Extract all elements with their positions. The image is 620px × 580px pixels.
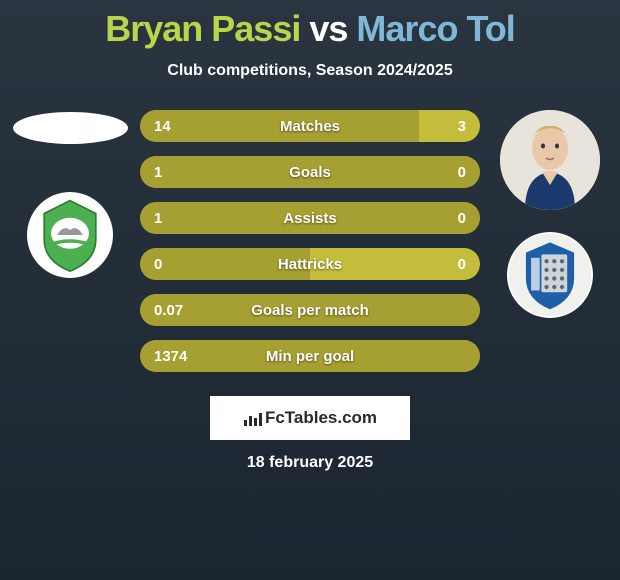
- left-column: [10, 110, 130, 386]
- stat-row: 1 0 Assists: [140, 202, 480, 234]
- watermark-text: FcTables.com: [265, 408, 377, 427]
- stat-row: 14 3 Matches: [140, 110, 480, 142]
- stat-value-left: 1: [154, 164, 162, 181]
- date: 18 february 2025: [0, 454, 620, 472]
- player2-name: Marco Tol: [356, 8, 514, 49]
- stat-label: Assists: [283, 210, 336, 227]
- stat-row: 1374 Min per goal: [140, 340, 480, 372]
- player2-club-badge: [507, 232, 593, 318]
- watermark: FcTables.com: [210, 396, 410, 440]
- player1-club-badge: [27, 192, 113, 278]
- stat-value-left: 0: [154, 256, 162, 273]
- stat-value-right: 3: [458, 118, 466, 135]
- stat-value-left: 1: [154, 210, 162, 227]
- stat-row: 0 0 Hattricks: [140, 248, 480, 280]
- stat-value-left: 0.07: [154, 302, 183, 319]
- stats-bars: 14 3 Matches 1 0 Goals 1 0 Assists 0 0 Hattricks 0.0…: [130, 110, 490, 386]
- stat-row: 1 0 Goals: [140, 156, 480, 188]
- subtitle: Club competitions, Season 2024/2025: [0, 62, 620, 80]
- player1-name: Bryan Passi: [105, 8, 300, 49]
- stat-label: Min per goal: [266, 348, 354, 365]
- player1-avatar: [13, 112, 128, 144]
- player2-avatar: [500, 110, 600, 210]
- stat-value-left: 14: [154, 118, 171, 135]
- stat-label: Matches: [280, 118, 340, 135]
- chart-bars-icon: [243, 411, 263, 427]
- stat-bar-right: [419, 110, 480, 142]
- stat-value-left: 1374: [154, 348, 187, 365]
- stat-value-right: 0: [458, 256, 466, 273]
- stat-label: Goals: [289, 164, 331, 181]
- player-photo-icon: [500, 110, 600, 210]
- stat-label: Goals per match: [251, 302, 369, 319]
- stat-value-right: 0: [458, 164, 466, 181]
- vs-text: vs: [309, 8, 347, 49]
- club-shield-icon: [27, 192, 113, 278]
- club-shield-icon: [507, 232, 593, 318]
- stat-label: Hattricks: [278, 256, 342, 273]
- page-title: Bryan Passi vs Marco Tol: [0, 0, 620, 50]
- stat-value-right: 0: [458, 210, 466, 227]
- right-column: [490, 110, 610, 386]
- stat-row: 0.07 Goals per match: [140, 294, 480, 326]
- comparison-content: 14 3 Matches 1 0 Goals 1 0 Assists 0 0 Hattricks 0.0…: [0, 110, 620, 386]
